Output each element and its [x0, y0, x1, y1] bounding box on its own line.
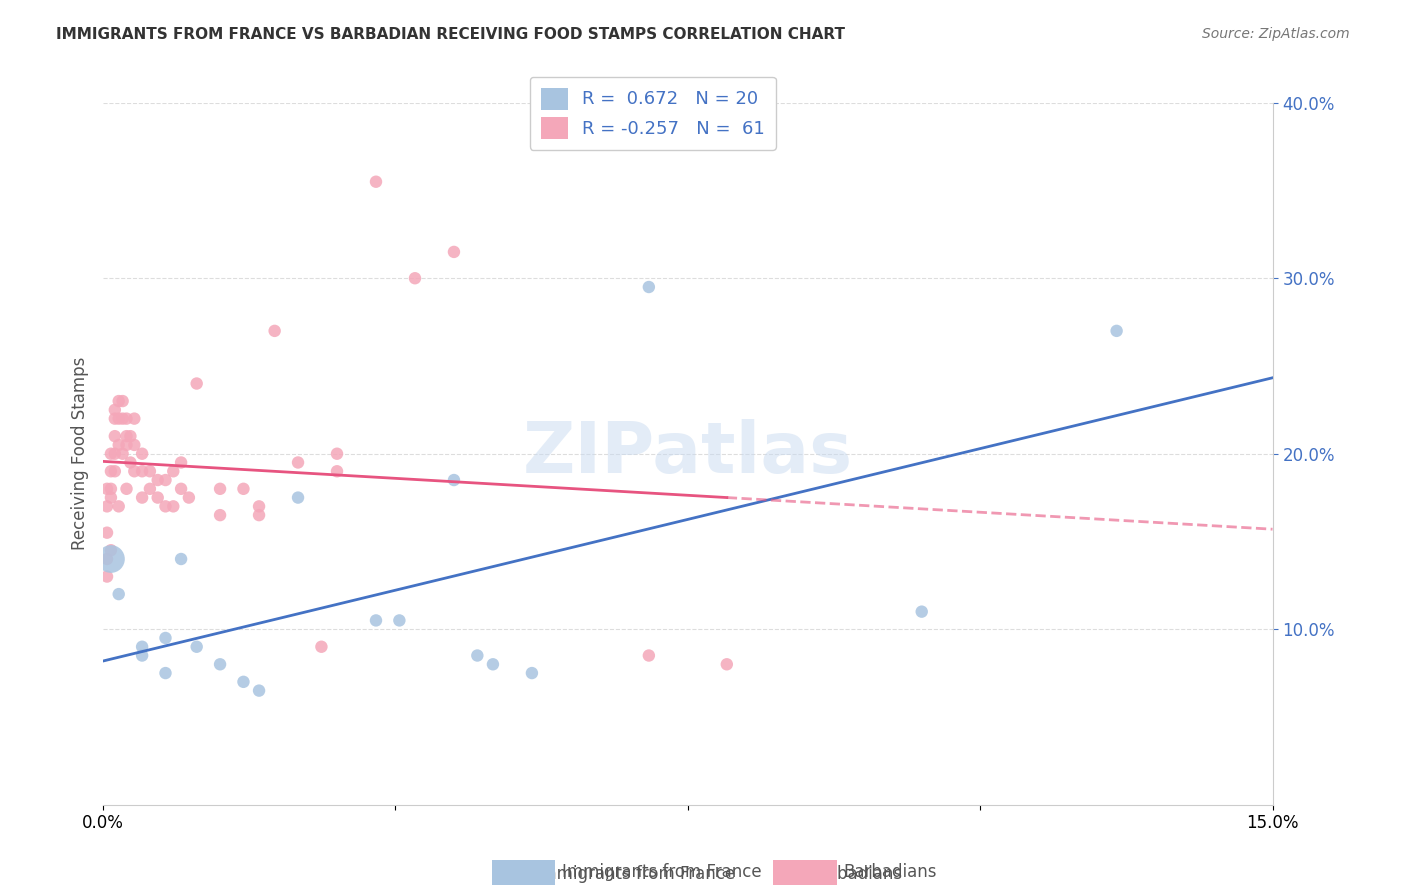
Point — [364, 175, 387, 189]
Point — [404, 271, 426, 285]
Point — [111, 411, 134, 425]
Point — [100, 447, 122, 461]
Point — [107, 394, 129, 409]
Point — [104, 464, 127, 478]
Point — [100, 491, 122, 505]
Point — [520, 666, 543, 681]
Point — [131, 447, 153, 461]
Point — [104, 402, 127, 417]
Point — [107, 500, 129, 514]
Point — [115, 482, 138, 496]
Point — [287, 455, 309, 469]
Point — [124, 411, 146, 425]
Point — [104, 411, 127, 425]
Point — [104, 429, 127, 443]
Text: Immigrants from France: Immigrants from France — [562, 863, 762, 881]
Point — [131, 464, 153, 478]
Point — [326, 447, 349, 461]
Point — [131, 640, 153, 654]
Point — [716, 657, 738, 672]
Point — [162, 500, 184, 514]
Point — [467, 648, 489, 663]
Point — [96, 569, 118, 583]
Text: Barbadians: Barbadians — [844, 863, 938, 881]
Point — [177, 491, 200, 505]
Point — [131, 648, 153, 663]
Point — [155, 631, 177, 645]
Point — [155, 473, 177, 487]
Text: IMMIGRANTS FROM FRANCE VS BARBADIAN RECEIVING FOOD STAMPS CORRELATION CHART: IMMIGRANTS FROM FRANCE VS BARBADIAN RECE… — [56, 27, 845, 42]
Point — [637, 280, 659, 294]
Point — [247, 683, 270, 698]
Point — [131, 491, 153, 505]
Point — [263, 324, 285, 338]
Point — [170, 455, 193, 469]
Point — [146, 473, 169, 487]
Point — [115, 438, 138, 452]
Point — [120, 429, 142, 443]
Point — [287, 491, 309, 505]
Point — [111, 394, 134, 409]
Point — [107, 438, 129, 452]
Point — [100, 464, 122, 478]
Point — [146, 491, 169, 505]
Point — [388, 614, 411, 628]
Point — [637, 648, 659, 663]
Point — [120, 455, 142, 469]
Text: Source: ZipAtlas.com: Source: ZipAtlas.com — [1202, 27, 1350, 41]
Point — [155, 666, 177, 681]
Point — [100, 543, 122, 558]
Point — [1105, 324, 1128, 338]
Point — [247, 500, 270, 514]
Point — [107, 411, 129, 425]
Text: Immigrants from France              Barbadians: Immigrants from France Barbadians — [503, 865, 903, 883]
Point — [104, 447, 127, 461]
Point — [111, 447, 134, 461]
Y-axis label: Receiving Food Stamps: Receiving Food Stamps — [72, 357, 89, 550]
Point — [482, 657, 505, 672]
Point — [232, 674, 254, 689]
Point — [209, 508, 232, 523]
Point — [170, 482, 193, 496]
Point — [96, 500, 118, 514]
Point — [96, 552, 118, 566]
Point — [96, 525, 118, 540]
Point — [326, 464, 349, 478]
Point — [115, 411, 138, 425]
Point — [170, 552, 193, 566]
Point — [911, 605, 934, 619]
Point — [139, 464, 162, 478]
Text: ZIPatlas: ZIPatlas — [523, 419, 853, 488]
Point — [186, 376, 208, 391]
Point — [139, 482, 162, 496]
Point — [124, 464, 146, 478]
Point — [209, 482, 232, 496]
Point — [162, 464, 184, 478]
Point — [186, 640, 208, 654]
Legend: R =  0.672   N = 20, R = -0.257   N =  61: R = 0.672 N = 20, R = -0.257 N = 61 — [530, 77, 776, 150]
Point — [100, 552, 122, 566]
Point — [364, 614, 387, 628]
Point — [155, 500, 177, 514]
Point — [100, 482, 122, 496]
Point — [115, 429, 138, 443]
Point — [124, 438, 146, 452]
Point — [311, 640, 333, 654]
Point — [232, 482, 254, 496]
Point — [96, 482, 118, 496]
Point — [443, 244, 465, 259]
Point — [443, 473, 465, 487]
Point — [247, 508, 270, 523]
Point — [209, 657, 232, 672]
Point — [107, 587, 129, 601]
